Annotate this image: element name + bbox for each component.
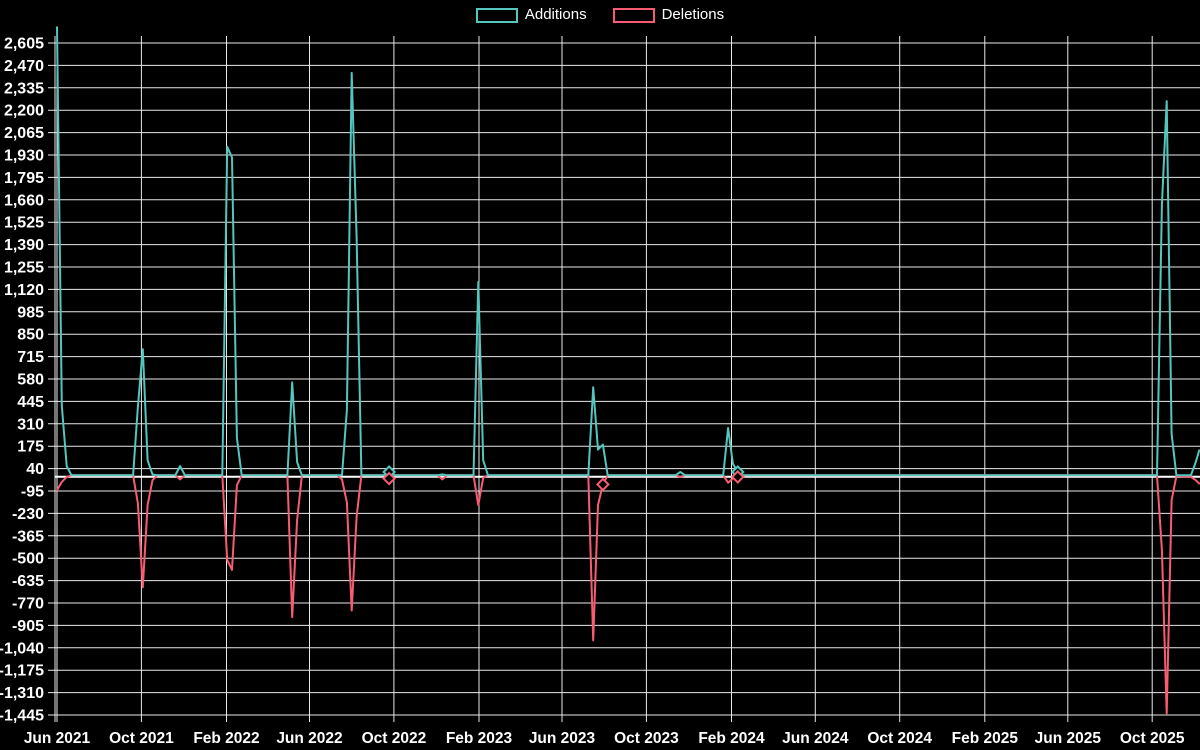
deletions-diamond-marker xyxy=(730,469,745,484)
svg-text:-95: -95 xyxy=(21,484,44,501)
svg-text:1,795: 1,795 xyxy=(4,170,44,187)
svg-text:Jun 2023: Jun 2023 xyxy=(529,730,596,747)
additions-legend-label: Additions xyxy=(524,6,587,23)
svg-text:Feb 2024: Feb 2024 xyxy=(698,730,765,747)
svg-text:2,605: 2,605 xyxy=(4,36,44,53)
svg-text:-1,040: -1,040 xyxy=(0,640,44,657)
svg-text:2,335: 2,335 xyxy=(4,80,44,97)
svg-text:Feb 2022: Feb 2022 xyxy=(193,730,259,747)
svg-text:2,470: 2,470 xyxy=(4,58,44,75)
additions-line xyxy=(56,26,1200,477)
svg-text:1,525: 1,525 xyxy=(4,215,44,232)
svg-text:985: 985 xyxy=(17,304,44,321)
svg-text:310: 310 xyxy=(17,416,44,433)
svg-text:Jun 2022: Jun 2022 xyxy=(276,730,342,747)
svg-text:1,930: 1,930 xyxy=(4,148,44,165)
svg-text:Feb 2025: Feb 2025 xyxy=(952,730,1019,747)
svg-text:-365: -365 xyxy=(12,528,44,545)
deletions-swatch-icon xyxy=(612,7,655,23)
svg-text:Jun 2021: Jun 2021 xyxy=(24,730,91,747)
svg-text:580: 580 xyxy=(17,372,44,389)
legend-item-deletions[interactable]: Deletions xyxy=(612,6,725,24)
svg-text:2,065: 2,065 xyxy=(4,125,44,142)
svg-text:1,390: 1,390 xyxy=(4,237,44,254)
svg-text:715: 715 xyxy=(17,349,44,366)
svg-text:1,255: 1,255 xyxy=(4,260,44,277)
additions-swatch-icon xyxy=(475,7,518,23)
svg-text:-1,310: -1,310 xyxy=(0,685,44,702)
svg-text:-1,445: -1,445 xyxy=(0,708,44,725)
svg-text:-905: -905 xyxy=(12,618,44,635)
svg-text:Jun 2024: Jun 2024 xyxy=(782,730,849,747)
svg-text:Jun 2025: Jun 2025 xyxy=(1035,730,1102,747)
svg-text:-1,175: -1,175 xyxy=(0,663,44,680)
svg-text:-770: -770 xyxy=(12,596,44,613)
svg-text:Feb 2023: Feb 2023 xyxy=(446,730,513,747)
svg-text:-500: -500 xyxy=(12,551,44,568)
deletions-legend-label: Deletions xyxy=(661,6,725,23)
svg-text:Oct 2023: Oct 2023 xyxy=(614,730,679,747)
x-axis-labels: Jun 2021 Oct 2021 Feb 2022 Jun 2022 Oct 2022… xyxy=(24,730,1185,747)
deletions-diamond-marker xyxy=(595,477,610,492)
svg-text:2,200: 2,200 xyxy=(4,103,44,120)
legend-item-additions[interactable]: Additions xyxy=(475,6,587,24)
x-gridlines xyxy=(56,36,1153,722)
svg-text:-230: -230 xyxy=(12,506,44,523)
svg-text:Oct 2022: Oct 2022 xyxy=(362,730,427,747)
deletions-line xyxy=(56,474,1200,715)
deletions-diamond-marker xyxy=(382,471,397,486)
svg-text:Oct 2024: Oct 2024 xyxy=(867,730,932,747)
chart-legend: Additions Deletions xyxy=(0,6,1200,24)
svg-text:1,660: 1,660 xyxy=(4,192,44,209)
y-axis-labels: 2,605 2,470 2,335 2,200 2,065 1,930 1,795 1,660… xyxy=(0,36,44,725)
svg-text:-635: -635 xyxy=(12,573,44,590)
svg-text:175: 175 xyxy=(17,439,44,456)
y-gridlines xyxy=(48,42,1200,716)
svg-text:Oct 2021: Oct 2021 xyxy=(109,730,174,747)
svg-text:Oct 2025: Oct 2025 xyxy=(1120,730,1185,747)
svg-text:1,120: 1,120 xyxy=(4,282,44,299)
svg-text:850: 850 xyxy=(17,327,44,344)
point-markers xyxy=(382,465,745,492)
svg-text:40: 40 xyxy=(26,461,44,478)
svg-text:445: 445 xyxy=(17,394,44,411)
